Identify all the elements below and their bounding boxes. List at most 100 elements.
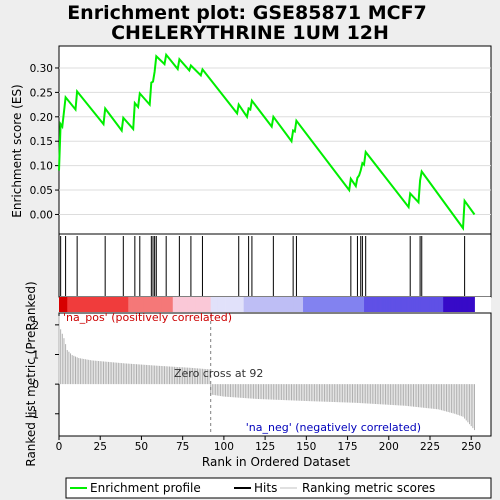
legend-metric-label: Ranking metric scores <box>302 481 435 495</box>
legend-hits-label: Hits <box>254 481 277 495</box>
rank-color-segment <box>148 297 151 312</box>
metric-layer <box>58 315 476 436</box>
rank-color-segment <box>141 297 144 312</box>
es-y-axis-label: Enrichment score (ES) <box>10 84 24 217</box>
rank-color-segment <box>375 297 378 312</box>
rank-color-segment <box>420 297 423 312</box>
rank-color-segment <box>306 297 309 312</box>
es-y-tick-label: 0.10 <box>30 161 53 173</box>
rank-color-segment <box>116 297 119 312</box>
rank-color-segment <box>283 297 286 312</box>
rank-color-segment <box>438 297 441 312</box>
rank-color-segment <box>157 297 160 312</box>
rank-color-segment <box>120 297 123 312</box>
rank-color-segment <box>324 297 327 312</box>
rank-color-segment <box>256 297 259 312</box>
rank-color-segment <box>428 297 431 312</box>
rank-color-segment <box>291 297 294 312</box>
rank-color-segment <box>167 297 170 312</box>
rank-color-segment <box>265 297 268 312</box>
rank-color-segment <box>95 297 98 312</box>
x-tick-label: 175 <box>338 441 358 453</box>
rank-color-segment <box>421 297 424 312</box>
rank-color-segment <box>273 297 276 312</box>
rank-color-segment <box>67 297 70 312</box>
rank-color-segment <box>395 297 398 312</box>
rank-color-segment <box>187 297 190 312</box>
rank-color-segment <box>93 297 96 312</box>
rank-color-segment <box>355 297 358 312</box>
rank-color-segment <box>100 297 103 312</box>
rank-color-segment <box>106 297 109 312</box>
rank-color-segment <box>461 297 464 312</box>
x-tick-label: 25 <box>94 441 107 453</box>
rank-color-segment <box>372 297 375 312</box>
rank-color-segment <box>172 297 175 312</box>
rank-color-segment <box>299 297 302 312</box>
rank-color-segment <box>149 297 152 312</box>
rank-color-segment <box>286 297 289 312</box>
rank-color-segment <box>321 297 324 312</box>
rank-color-segment <box>156 297 159 312</box>
rank-color-segment <box>166 297 169 312</box>
rank-color-segment <box>77 297 80 312</box>
rank-color-segment <box>240 297 243 312</box>
rank-color-segment <box>195 297 198 312</box>
rank-color-segment <box>352 297 355 312</box>
rank-color-segment <box>255 297 258 312</box>
x-tick-label: 225 <box>420 441 440 453</box>
rank-color-segment <box>184 297 187 312</box>
rank-color-segment <box>232 297 235 312</box>
rank-color-segment <box>298 297 301 312</box>
rank-color-segment <box>235 297 238 312</box>
metric-y-axis-label: Ranked list metric (PreRanked) <box>24 281 38 466</box>
rank-color-segment <box>288 297 291 312</box>
rank-color-segment <box>380 297 383 312</box>
rank-color-segment <box>115 297 118 312</box>
rank-color-segment <box>70 297 73 312</box>
rank-color-segment <box>434 297 437 312</box>
rank-color-segment <box>311 297 314 312</box>
rank-color-segment <box>227 297 230 312</box>
metric-axes: -1 0 1 2 0 25 50 75 100 125 150 175 200 225 250 <box>29 320 482 453</box>
rank-color-segment <box>387 297 390 312</box>
es-y-tick-label: 0.25 <box>30 87 53 99</box>
rank-color-segment <box>223 297 226 312</box>
rank-color-segment <box>307 297 311 312</box>
rank-color-segment <box>237 297 240 312</box>
rank-color-segment <box>85 297 88 312</box>
x-tick-label: 0 <box>56 441 63 453</box>
rank-color-segment <box>467 297 470 312</box>
es-panel <box>58 45 492 235</box>
rank-color-segment <box>329 297 332 312</box>
rank-color-segment <box>429 297 433 312</box>
rank-color-segment <box>113 297 116 312</box>
rank-color-segment <box>471 297 474 312</box>
rank-color-segment <box>263 297 266 312</box>
rank-color-segment <box>222 297 225 312</box>
rank-color-segment <box>225 297 228 312</box>
rank-color-segment <box>466 297 469 312</box>
metric-y-tick-label: 0 <box>32 379 39 391</box>
x-tick-label: 50 <box>135 441 148 453</box>
rank-color-segment <box>151 297 154 312</box>
es-y-tick-label: 0.05 <box>30 185 53 197</box>
rank-color-segment <box>118 297 121 312</box>
rank-color-segment <box>192 297 195 312</box>
rank-color-segment <box>209 297 212 312</box>
rank-color-segment <box>200 297 203 312</box>
rank-color-segment <box>253 297 256 312</box>
rank-color-segment <box>464 297 467 312</box>
rank-color-segment <box>72 297 75 312</box>
rank-color-segment <box>261 297 264 312</box>
rank-color-segment <box>301 297 304 312</box>
es-y-tick-label: 0.20 <box>30 112 53 124</box>
rank-color-segment <box>215 297 218 312</box>
rank-color-segment <box>436 297 439 312</box>
rank-color-segment <box>390 297 393 312</box>
rank-color-segment <box>448 297 451 312</box>
rank-color-segment <box>268 297 271 312</box>
rank-color-segment <box>472 297 475 312</box>
rank-color-segment <box>174 297 177 312</box>
